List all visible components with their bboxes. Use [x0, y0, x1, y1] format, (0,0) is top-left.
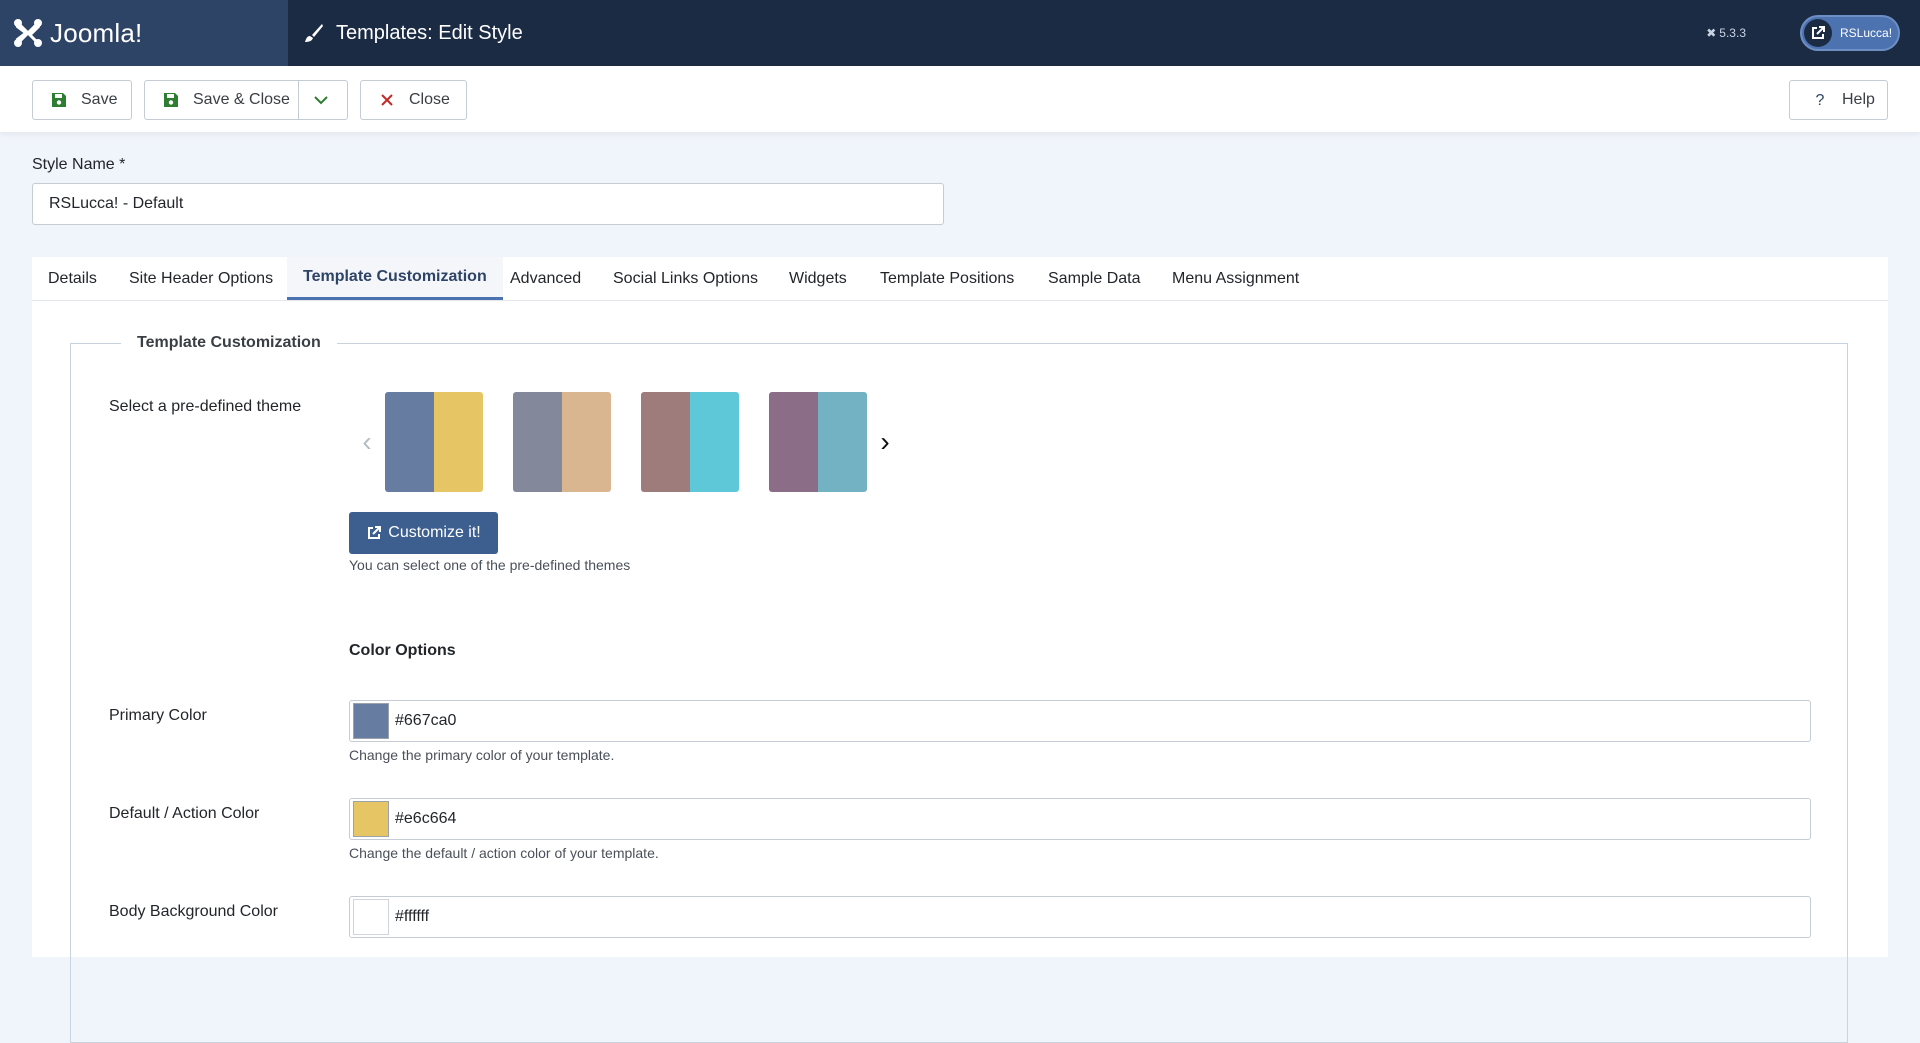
body-bg-color-field[interactable]: #ffffff: [349, 896, 1811, 938]
theme-1-action: [434, 392, 483, 492]
tab-details[interactable]: Details: [48, 269, 97, 287]
user-menu-button[interactable]: RSLucca!: [1800, 15, 1900, 51]
external-link-icon: [368, 526, 382, 539]
theme-swatch-3[interactable]: [641, 392, 739, 492]
page-title-text: Templates: Edit Style: [336, 21, 523, 44]
primary-color-swatch[interactable]: [353, 703, 389, 739]
toolbar: Save Save & Close Close ? Help: [0, 66, 1920, 132]
brand-area[interactable]: Joomla!: [0, 0, 288, 66]
joomla-logo-icon: [14, 19, 42, 47]
version-text: 5.3.3: [1719, 26, 1746, 40]
theme-3-primary: [641, 392, 690, 492]
tab-advanced[interactable]: Advanced: [510, 269, 582, 287]
tab-site-header-options[interactable]: Site Header Options: [129, 269, 274, 287]
theme-swatch-1[interactable]: [385, 392, 483, 492]
theme-swatch-4[interactable]: [769, 392, 867, 492]
tab-social-links-options[interactable]: Social Links Options: [613, 269, 758, 287]
primary-color-hint: Change the primary color of your templat…: [349, 747, 615, 763]
body-bg-color-value: #ffffff: [395, 908, 430, 925]
close-label: Close: [409, 91, 450, 108]
tab-bar: Details Site Header Options Template Cus…: [32, 257, 1888, 301]
help-button[interactable]: ? Help: [1789, 80, 1888, 120]
close-icon: [379, 92, 395, 108]
dropdown-divider: [298, 81, 299, 119]
tab-menu-assignment[interactable]: Menu Assignment: [1172, 269, 1300, 287]
help-label: Help: [1842, 91, 1875, 108]
theme-4-primary: [769, 392, 818, 492]
chevron-down-icon[interactable]: [313, 92, 329, 113]
action-color-field[interactable]: #e6c664: [349, 798, 1811, 840]
body-bg-color-swatch[interactable]: [353, 899, 389, 935]
primary-color-field[interactable]: #667ca0: [349, 700, 1811, 742]
theme-select-label: Select a pre-defined theme: [109, 398, 302, 415]
page-title: Templates: Edit Style: [304, 0, 523, 66]
theme-3-action: [690, 392, 739, 492]
save-label: Save: [81, 91, 118, 108]
tabs-card: Details Site Header Options Template Cus…: [32, 257, 1888, 1043]
tab-widgets[interactable]: Widgets: [789, 269, 847, 287]
theme-swatch-2[interactable]: [513, 392, 611, 492]
save-close-label: Save & Close: [193, 91, 290, 108]
app-header: Joomla! Templates: Edit Style ✖ 5.3.3 RS…: [0, 0, 1920, 66]
customize-label: Customize it!: [388, 524, 481, 541]
theme-2-primary: [513, 392, 562, 492]
floppy-disk-icon: [163, 92, 179, 108]
logo-text: Joomla!: [50, 17, 143, 48]
theme-hint: You can select one of the pre-defined th…: [349, 557, 631, 573]
customization-fieldset: Template Customization: [70, 334, 1848, 1043]
floppy-disk-icon: [51, 92, 67, 108]
action-color-label: Default / Action Color: [109, 805, 260, 822]
action-color-swatch[interactable]: [353, 801, 389, 837]
user-label: RSLucca!: [1840, 26, 1893, 40]
tab-template-customization[interactable]: Template Customization: [287, 257, 503, 300]
carousel-next-icon[interactable]: ›: [880, 426, 890, 457]
action-color-hint: Change the default / action color of you…: [349, 845, 659, 861]
style-name-input[interactable]: [32, 183, 944, 225]
tab-template-positions[interactable]: Template Positions: [880, 269, 1015, 287]
close-button[interactable]: Close: [360, 80, 467, 120]
theme-4-action: [818, 392, 867, 492]
primary-color-label: Primary Color: [109, 707, 207, 724]
action-color-value: #e6c664: [395, 810, 457, 827]
brush-icon: [305, 24, 323, 42]
body-bg-color-label: Body Background Color: [109, 903, 278, 920]
theme-1-primary: [385, 392, 434, 492]
save-button[interactable]: Save: [32, 80, 132, 120]
save-close-button[interactable]: Save & Close: [144, 80, 348, 120]
question-icon: ?: [1815, 92, 1825, 109]
color-options-title: Color Options: [349, 642, 456, 659]
style-name-label: Style Name *: [32, 156, 126, 173]
theme-2-action: [562, 392, 611, 492]
primary-color-value: #667ca0: [395, 712, 457, 729]
fieldset-legend: Template Customization: [121, 334, 337, 352]
customize-button[interactable]: Customize it!: [349, 512, 498, 554]
carousel-prev-icon[interactable]: ‹: [362, 426, 372, 457]
joomla-small-icon: ✖: [1706, 26, 1717, 40]
external-link-icon: [1804, 19, 1832, 47]
tab-sample-data[interactable]: Sample Data: [1048, 269, 1141, 287]
version-badge: ✖ 5.3.3: [1706, 0, 1746, 66]
theme-carousel: ‹ ›: [349, 392, 903, 492]
